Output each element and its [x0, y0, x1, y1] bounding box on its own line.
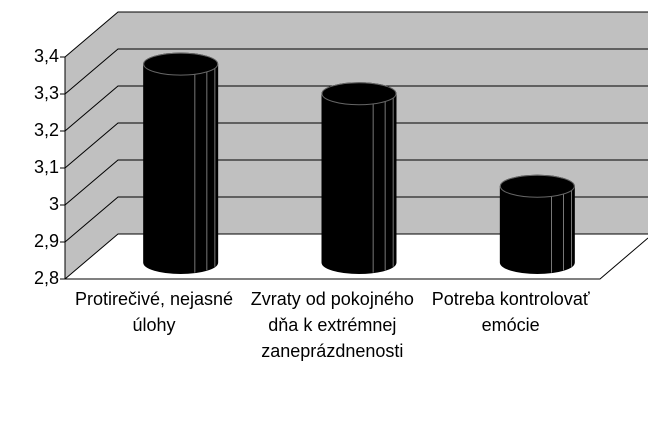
floor-edge [65, 237, 648, 280]
grid-line [64, 196, 648, 243]
grid-line [64, 48, 648, 95]
x-tick-label: Protirečivé, nejasné úlohy [74, 289, 234, 335]
y-tick-label: 2,9 [34, 231, 59, 251]
y-tick-label: 3,4 [34, 46, 59, 66]
bar-top [499, 174, 575, 198]
y-tick-label: 3 [49, 194, 59, 214]
grid-line [64, 11, 648, 58]
y-tick-label: 3,3 [34, 83, 59, 103]
y-tick-label: 3,2 [34, 120, 59, 140]
x-tick-label: Zvraty od pokojného dňa k extrémnej zane… [250, 289, 414, 361]
grid-line [64, 159, 648, 206]
x-tick-label: Potreba kontrolovať emócie [431, 289, 590, 335]
bar-top [143, 52, 219, 76]
grid-line [64, 122, 648, 169]
grid-line [64, 233, 648, 280]
grid-line [64, 85, 648, 132]
y-tick-label: 2,8 [34, 268, 59, 288]
bar-top [321, 82, 397, 106]
y-tick-label: 3,1 [34, 157, 59, 177]
